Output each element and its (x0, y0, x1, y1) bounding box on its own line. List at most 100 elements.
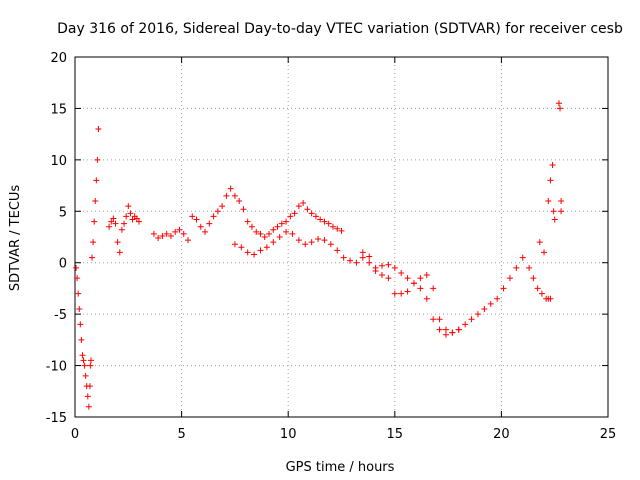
data-point (92, 198, 99, 204)
data-point (321, 218, 328, 225)
data-point (423, 272, 430, 279)
data-point (244, 218, 251, 225)
data-point (253, 228, 260, 235)
data-point (75, 290, 82, 297)
data-point (487, 300, 494, 307)
data-point (340, 254, 347, 261)
data-point (94, 156, 101, 163)
data-point (287, 213, 294, 220)
data-point (391, 290, 398, 297)
data-point (379, 272, 386, 279)
data-point (417, 275, 424, 282)
data-point (274, 223, 281, 230)
data-point (79, 352, 86, 359)
data-point (347, 257, 354, 264)
y-tick-label: -15 (46, 411, 67, 426)
data-point (84, 393, 91, 400)
x-axis-label: GPS time / hours (286, 460, 395, 475)
data-point (172, 228, 179, 235)
data-point (430, 316, 437, 323)
data-point (76, 306, 83, 312)
data-point (549, 162, 556, 168)
x-tick-label: 25 (600, 427, 617, 442)
data-point (112, 220, 119, 227)
data-point (74, 275, 81, 282)
chart-title: Day 316 of 2016, Sidereal Day-to-day VTE… (57, 21, 623, 37)
data-point (176, 226, 183, 233)
data-point (312, 213, 319, 220)
data-point (283, 228, 290, 235)
data-point (379, 262, 386, 269)
data-point (95, 126, 102, 132)
data-point (385, 261, 392, 268)
data-point (219, 203, 226, 210)
data-point (423, 295, 430, 302)
data-point (338, 227, 345, 234)
data-point (81, 362, 88, 369)
data-point (547, 177, 554, 184)
data-point (398, 290, 405, 297)
data-point (116, 249, 123, 256)
data-point (385, 275, 392, 282)
data-point (302, 241, 309, 248)
data-point (474, 311, 481, 318)
data-point (317, 216, 324, 223)
data-point (398, 270, 405, 276)
data-point (545, 198, 552, 204)
data-point (391, 264, 398, 271)
data-point (180, 230, 187, 237)
data-point (334, 225, 341, 232)
data-point (417, 285, 424, 292)
plot-frame (74, 56, 609, 418)
data-point (410, 280, 417, 287)
data-point (308, 210, 315, 217)
y-tick-label: 20 (50, 51, 67, 66)
data-point (353, 259, 360, 266)
data-point (536, 239, 543, 246)
data-point (121, 220, 128, 227)
data-point (210, 213, 217, 220)
data-point (325, 220, 332, 227)
data-point (93, 177, 100, 184)
data-point (359, 249, 366, 256)
data-point (197, 223, 204, 230)
data-point (442, 326, 449, 333)
data-point (436, 316, 443, 323)
data-point (270, 239, 277, 246)
data-point (159, 232, 166, 239)
data-point (551, 216, 558, 223)
data-point (114, 239, 121, 246)
data-point (167, 232, 174, 239)
data-point (129, 216, 136, 223)
data-point (238, 244, 245, 251)
data-point (82, 372, 89, 379)
data-point (231, 192, 238, 199)
data-point (270, 226, 277, 233)
data-point (455, 326, 462, 333)
y-axis-label: SDTVAR / TECUs (8, 185, 23, 292)
data-point (449, 329, 456, 336)
data-point (78, 336, 85, 343)
data-point (404, 288, 411, 295)
data-point (261, 234, 268, 240)
data-point (257, 247, 264, 254)
y-tick-label: 0 (59, 257, 67, 272)
data-point (150, 230, 157, 237)
data-point (481, 306, 488, 312)
data-point (538, 290, 545, 297)
data-point (291, 210, 298, 217)
data-point (436, 326, 443, 333)
data-point (289, 230, 296, 237)
data-point (77, 321, 84, 328)
data-point (372, 264, 379, 271)
data-point (73, 264, 80, 271)
data-point (240, 206, 247, 213)
data-point (295, 203, 302, 210)
data-point (89, 254, 96, 261)
data-point (530, 275, 537, 282)
data-point (87, 362, 94, 369)
data-point (80, 357, 87, 364)
data-point (266, 230, 273, 237)
data-point (557, 105, 564, 112)
